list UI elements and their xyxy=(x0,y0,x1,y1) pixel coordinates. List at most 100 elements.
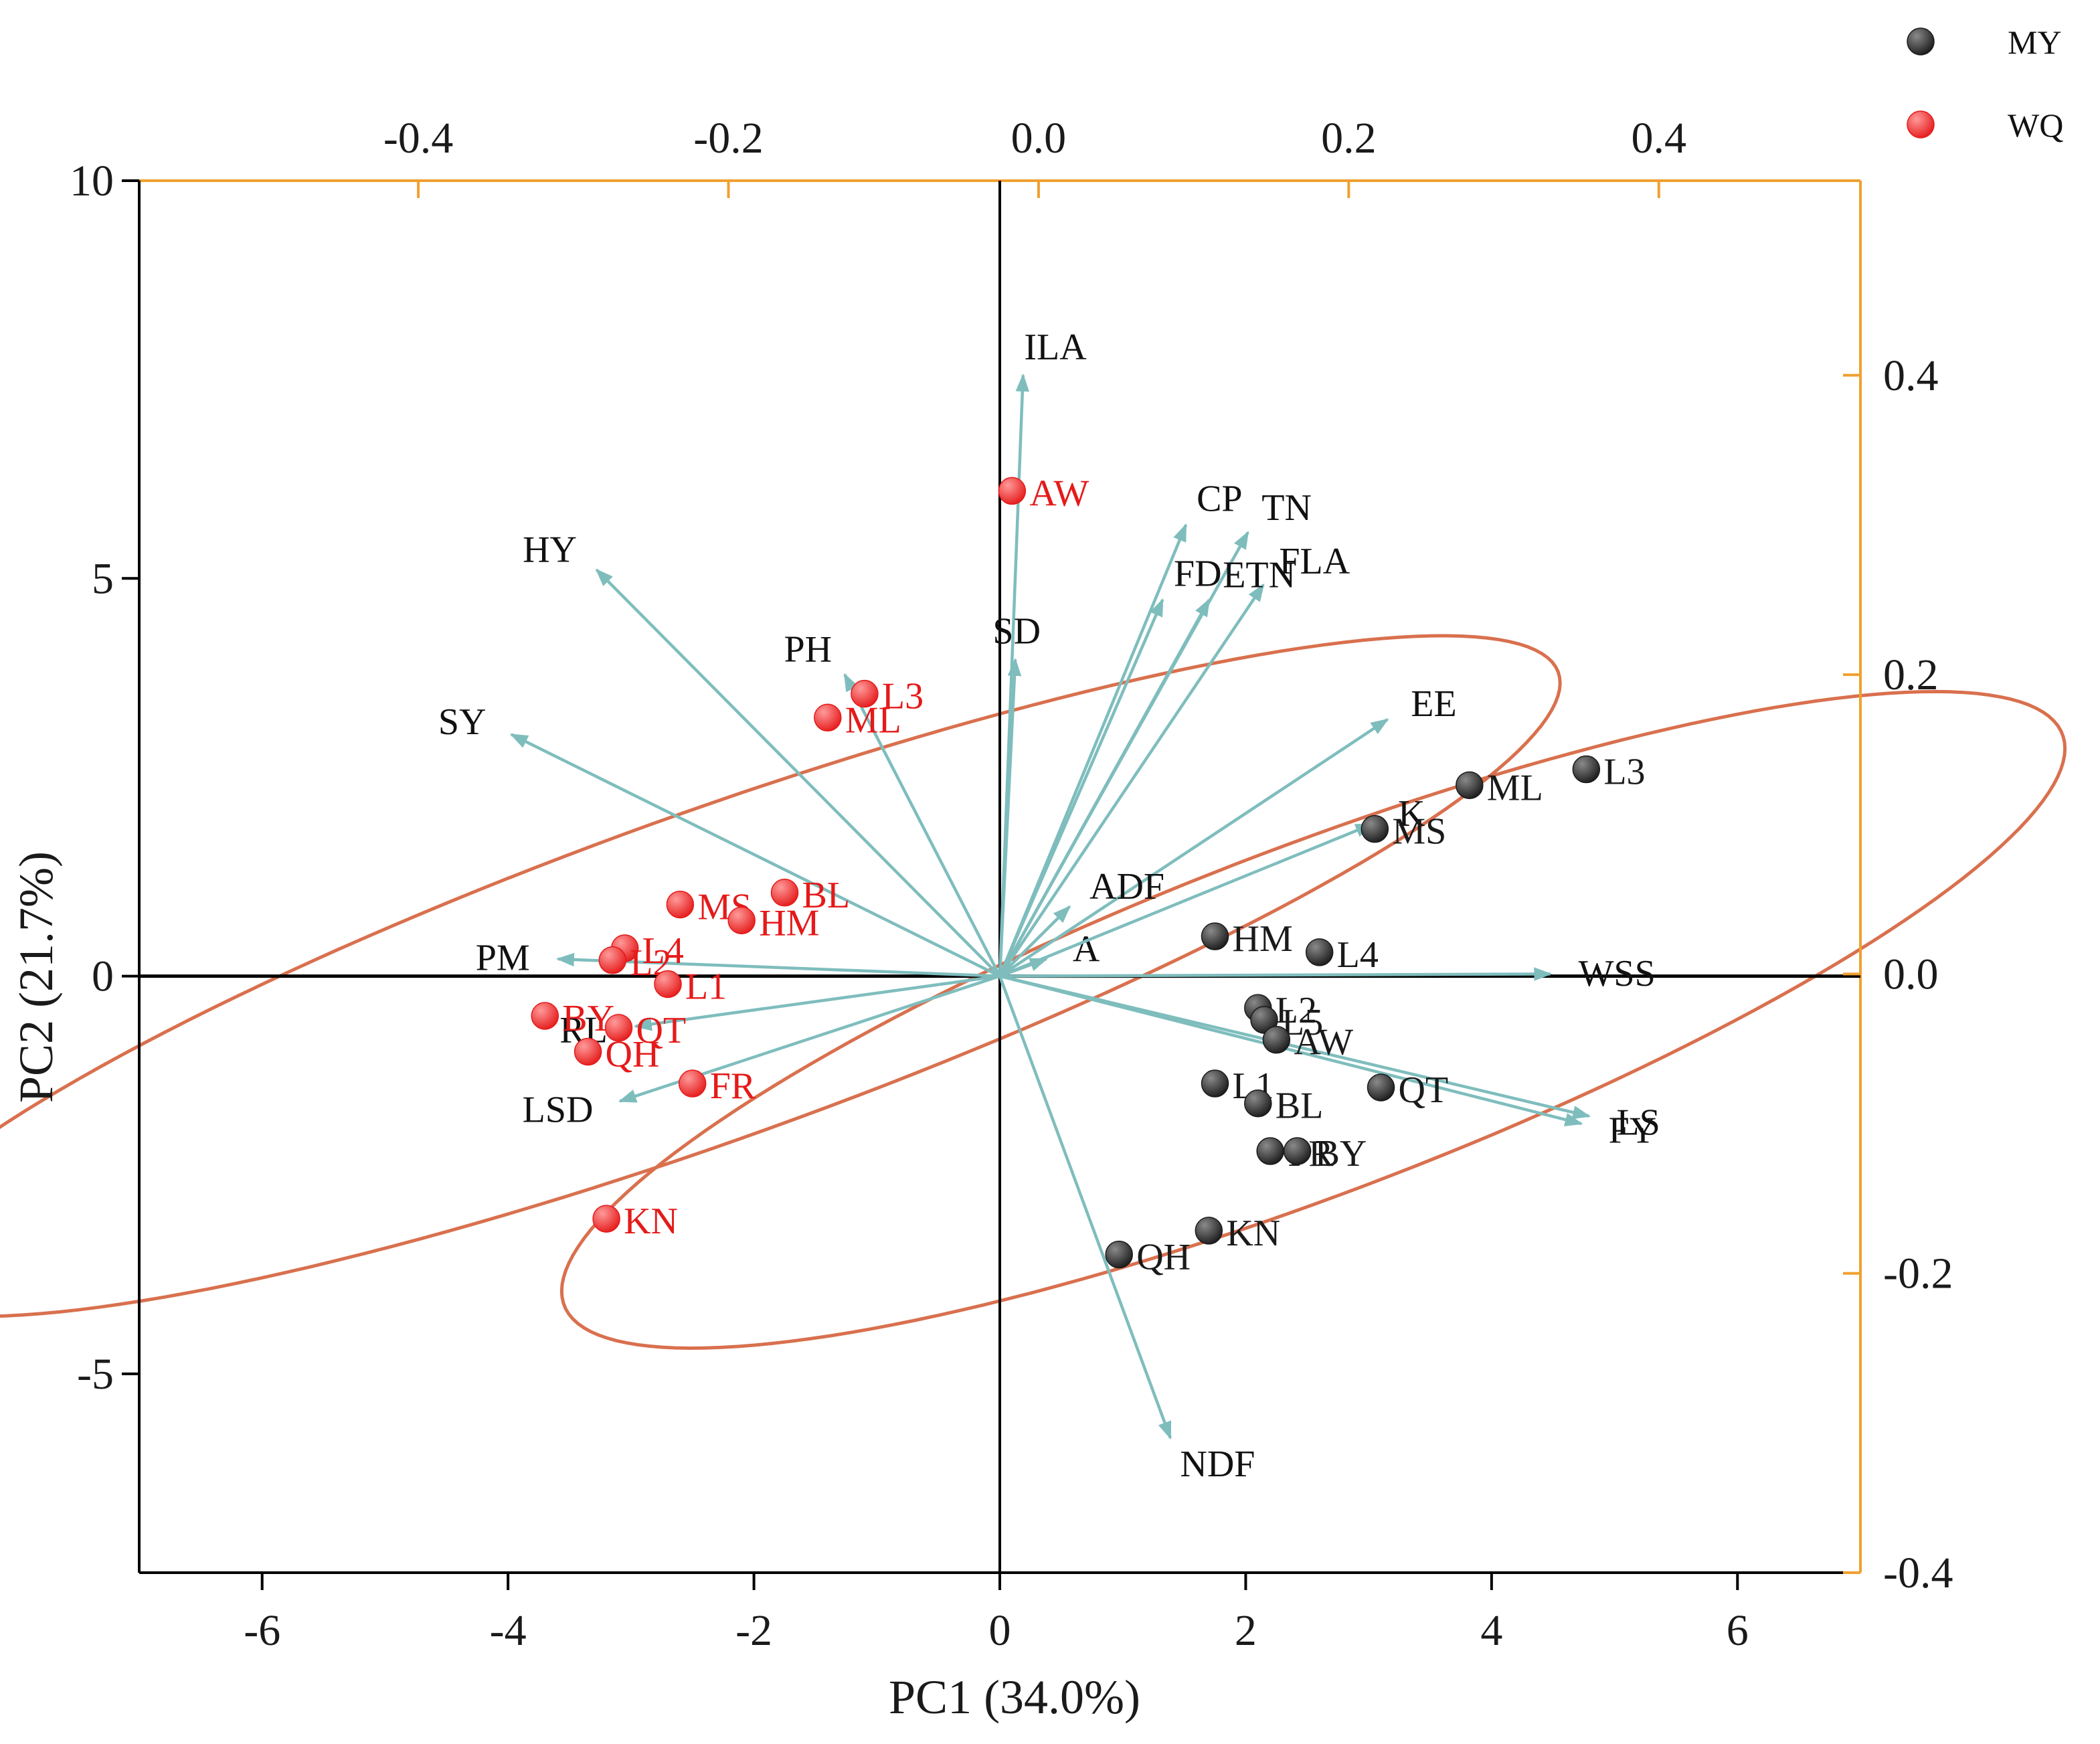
right-tick-label: 0.2 xyxy=(1883,650,1939,699)
x-tick-label: 0 xyxy=(989,1606,1011,1655)
legend-label-my: MY xyxy=(2008,23,2062,61)
loading-label: EE xyxy=(1411,683,1456,725)
loading-ee xyxy=(998,718,1389,978)
right-tick-label: 0.0 xyxy=(1883,950,1939,998)
y-tick-label: 5 xyxy=(92,554,114,603)
point-label: ML xyxy=(845,699,901,741)
wq-point xyxy=(666,890,695,919)
wq-point xyxy=(727,906,756,935)
top-tick-label: 0.2 xyxy=(1321,114,1377,163)
point-label: BL xyxy=(802,875,851,916)
loading-label: SY xyxy=(438,701,487,743)
x-tick-label: -6 xyxy=(244,1606,280,1655)
my-point xyxy=(1201,922,1229,950)
x-axis-title: PC1 (34.0%) xyxy=(889,1670,1140,1724)
wq-point xyxy=(574,1037,602,1066)
loading-label: FD xyxy=(1174,553,1222,595)
loading-adf xyxy=(998,905,1071,978)
point-label: QT xyxy=(636,1010,686,1051)
loading-label: PM xyxy=(476,937,530,978)
legend-marker-my xyxy=(1907,27,1935,56)
x-tick-label: 4 xyxy=(1480,1606,1502,1655)
top-tick-label: -0.2 xyxy=(693,114,763,163)
top-tick-label: 0.4 xyxy=(1632,114,1687,163)
point-label: L4 xyxy=(642,930,684,972)
my-point xyxy=(1256,1137,1284,1165)
loading-label: LS xyxy=(1616,1102,1660,1144)
point-label: FR xyxy=(710,1065,756,1107)
wq-point xyxy=(998,476,1027,505)
my-point xyxy=(1283,1137,1312,1165)
loading-sy xyxy=(509,733,1000,978)
loading-label: FY xyxy=(1609,1110,1657,1151)
wq-point xyxy=(654,970,682,998)
right-tick-label: -0.2 xyxy=(1883,1249,1953,1298)
right-tick-label: 0.4 xyxy=(1883,351,1939,400)
y-tick-label: 10 xyxy=(70,157,114,205)
my-point xyxy=(1250,1006,1278,1034)
point-label: QT xyxy=(1399,1069,1449,1111)
point-label: BY xyxy=(1315,1133,1367,1174)
my-point xyxy=(1105,1240,1133,1269)
loading-label: A xyxy=(1073,929,1100,970)
my-point xyxy=(1361,814,1389,843)
loading-label: TN xyxy=(1261,487,1312,529)
score-points: L3MLMSHML4L2L5AWL1BLQTFRBYKNQHAWL3MLMSBL… xyxy=(531,473,1646,1278)
point-label: L3 xyxy=(882,676,924,717)
loading-hy xyxy=(595,568,1001,978)
point-label: L4 xyxy=(1337,934,1379,976)
y-axis-title: PC2 (21.7%) xyxy=(9,851,63,1103)
loading-k xyxy=(999,822,1374,978)
my-point xyxy=(1201,1069,1229,1098)
point-label: L2 xyxy=(1276,990,1317,1031)
wq-point xyxy=(814,703,842,732)
my-point xyxy=(1244,1089,1272,1118)
point-label: AW xyxy=(1294,1022,1353,1063)
loading-fd xyxy=(998,598,1164,977)
loading-label: CP xyxy=(1197,478,1243,520)
wq-point xyxy=(604,1014,633,1042)
my-point xyxy=(1262,1025,1291,1054)
loading-label: PH xyxy=(784,629,832,671)
loading-fy xyxy=(999,974,1583,1127)
loading-pm xyxy=(555,952,1000,978)
legend-marker-wq xyxy=(1907,110,1935,139)
point-label: AW xyxy=(1029,473,1089,515)
loading-ndf xyxy=(998,975,1172,1440)
axis-ticks: -6 -4 -2 0 2 4 6 -5 0 5 10 -0.4 -0.2 0.0 0.2 0.4 -0.4 -0.… xyxy=(70,114,1953,1655)
loading-label: NDF xyxy=(1180,1444,1255,1485)
legend-label-wq: WQ xyxy=(2008,106,2063,144)
point-label: BL xyxy=(1276,1085,1324,1127)
loading-rl xyxy=(633,974,1000,1031)
top-tick-label: -0.4 xyxy=(383,114,453,163)
my-point xyxy=(1456,771,1484,800)
confidence-ellipses xyxy=(0,634,2067,1350)
wq-point xyxy=(592,1205,620,1233)
point-label: L3 xyxy=(1603,752,1645,793)
loading-label: ADF xyxy=(1089,866,1164,907)
point-label: MS xyxy=(1392,811,1446,853)
loading-ph xyxy=(843,673,1002,977)
loading-ls xyxy=(999,974,1591,1120)
loading-label: ILA xyxy=(1024,327,1087,368)
point-label: KN xyxy=(1226,1213,1280,1254)
zero-lines xyxy=(139,181,1860,1573)
loading-label: K xyxy=(1398,793,1425,835)
wq-point xyxy=(531,1002,559,1030)
point-label: QH xyxy=(606,1033,660,1075)
x-tick-label: -2 xyxy=(735,1606,772,1655)
top-tick-label: 0.0 xyxy=(1011,114,1067,163)
loading-label: SD xyxy=(992,611,1041,652)
point-label: ML xyxy=(1487,767,1543,808)
point-label: QH xyxy=(1136,1237,1191,1278)
my-point xyxy=(1367,1073,1395,1102)
point-label: HM xyxy=(759,902,819,944)
my-point xyxy=(1572,755,1601,784)
loading-fla xyxy=(998,583,1265,977)
loading-label: HY xyxy=(523,529,577,571)
x-tick-label: -4 xyxy=(490,1606,527,1655)
loading-sd xyxy=(998,658,1022,976)
right-tick-label: -0.4 xyxy=(1883,1549,1953,1597)
x-tick-label: 2 xyxy=(1235,1606,1257,1655)
